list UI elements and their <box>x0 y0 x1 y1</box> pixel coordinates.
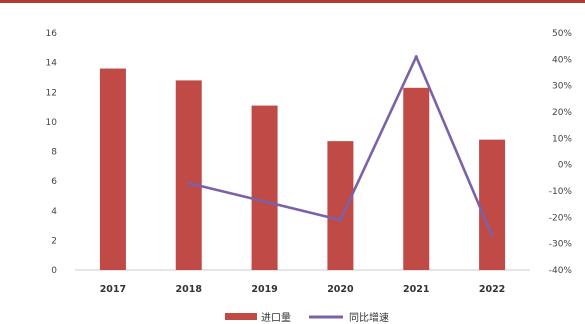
left-tick-label: 16 <box>46 29 58 39</box>
right-tick-label: 30% <box>552 82 572 92</box>
left-tick-label: 4 <box>51 207 57 217</box>
bar-series <box>99 68 506 271</box>
left-tick-label: 12 <box>46 88 57 98</box>
left-tick-label: 6 <box>51 177 57 187</box>
x-category-label: 2019 <box>251 284 277 295</box>
x-category-label: 2018 <box>176 284 203 295</box>
legend-line-label: 同比增速 <box>349 311 389 324</box>
right-tick-label: 0% <box>558 161 573 171</box>
left-tick-label: 10 <box>46 118 58 128</box>
right-tick-label: -10% <box>549 187 573 197</box>
bar <box>403 87 430 271</box>
right-tick-label: -20% <box>549 213 573 223</box>
right-tick-label: -40% <box>549 266 573 276</box>
right-axis-ticks: -40% -30% -20% -10% 0% 10% 20% 30% 40% 50% <box>549 29 573 276</box>
legend-bar-label: 进口量 <box>261 312 291 324</box>
line-point <box>187 181 191 185</box>
bar <box>327 141 354 270</box>
line-point <box>262 199 267 204</box>
legend: 进口量 同比增速 <box>225 311 389 324</box>
legend-bar-swatch <box>225 313 257 320</box>
x-category-label: 2020 <box>327 284 354 295</box>
bar <box>251 105 278 270</box>
left-axis-ticks: 0 2 4 6 8 10 12 14 16 <box>46 29 58 276</box>
right-tick-label: 10% <box>552 134 572 144</box>
left-tick-label: 8 <box>51 148 57 158</box>
bar <box>99 68 126 270</box>
bar <box>175 80 202 271</box>
left-tick-label: 2 <box>51 236 57 246</box>
x-axis-categories: 2017 2018 2019 2020 2021 2022 <box>100 284 506 295</box>
line-series <box>187 55 494 238</box>
right-tick-label: 40% <box>552 55 572 65</box>
left-tick-label: 14 <box>46 59 58 69</box>
x-category-label: 2022 <box>479 284 505 295</box>
x-category-label: 2017 <box>100 284 126 295</box>
top-border-line <box>0 0 585 3</box>
bar <box>479 139 506 270</box>
right-tick-label: -30% <box>549 240 573 250</box>
right-tick-label: 20% <box>552 108 572 118</box>
line-point <box>490 234 494 238</box>
left-tick-label: 0 <box>51 266 57 276</box>
x-category-label: 2021 <box>403 284 429 295</box>
right-tick-label: 50% <box>552 29 572 39</box>
line-point <box>414 55 418 59</box>
line-point <box>338 218 343 222</box>
